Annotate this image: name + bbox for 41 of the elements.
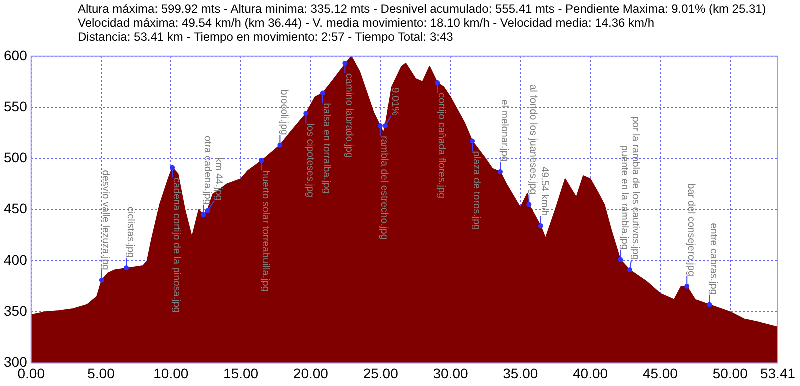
x-tick-label: 53.41 xyxy=(760,365,796,382)
annotation: entre cabras.jpg xyxy=(708,223,719,295)
annotation: camino labrado.jpg xyxy=(343,74,354,158)
annotation: brocoli.jpg xyxy=(278,90,290,136)
text: Distancia: 53.41 km - Tiempo en movimiento: 2:57 - Tiempo Total: 3:43 xyxy=(78,30,454,44)
y-tick-label: 450 xyxy=(4,200,28,217)
annotation: los cipoteses.jpg xyxy=(304,124,316,198)
annotation: rambla del estrecho.jpg xyxy=(378,136,390,240)
annotation: 9.01% xyxy=(390,88,401,116)
annotation: 49.54 km/h xyxy=(539,166,550,216)
x-tick-label: 20.00 xyxy=(293,365,329,382)
annotation: huerto solar torreabuilla.jpg xyxy=(260,170,271,292)
annotation: desvio valle lezuza.jpg xyxy=(100,170,112,270)
x-tick-label: 10.00 xyxy=(154,365,189,382)
annotation: cortijo cañada flores.jpg xyxy=(436,92,447,199)
y-tick-label: 400 xyxy=(4,252,28,268)
text: Velocidad máxima: 49.54 km/h (km 36.44) - V. media movimiento: 18.10 km/h - Velocidad media: 14.36 km/h xyxy=(78,16,656,30)
y-tick-label: 600 xyxy=(4,47,28,64)
annotation: puente en la rambla.jpg xyxy=(618,145,630,250)
x-tick-label: 25.00 xyxy=(363,365,399,382)
annotation: ciclistas.jpg xyxy=(124,206,136,258)
x-tick-label: 15.00 xyxy=(224,365,259,382)
x-tick-label: 50.00 xyxy=(712,365,748,382)
annotation: el melonar.jpg xyxy=(498,100,510,162)
y-tick-label: 500 xyxy=(4,150,28,166)
annotation: balsa en torralba.jpg xyxy=(321,103,332,194)
x-tick-label: 35.00 xyxy=(503,365,538,382)
x-tick-label: 45.00 xyxy=(642,365,678,382)
annotation: plaza de toros.jpg xyxy=(470,151,482,230)
y-tick-label: 550 xyxy=(4,98,28,114)
annotation: bar del consejero.jpg xyxy=(685,184,696,277)
x-tick-label: 40.00 xyxy=(573,365,608,382)
text: Altura máxima: 599.92 mts - Altura minima: 335.12 mts - Desnivel acumulado: 555.41 mts - Pendiente Maxima: 9.01% (km 25.31) xyxy=(78,2,768,16)
annotation: km 44.jpg xyxy=(212,157,224,201)
annotation: otra cadena.jpg xyxy=(202,136,213,205)
annotation: cadena cortijo de la pinosa.jpg xyxy=(170,178,182,313)
x-tick-label: 30.00 xyxy=(433,365,468,382)
annotation: al fondo los juaneses.jpg xyxy=(527,84,538,195)
y-tick-label: 350 xyxy=(4,302,28,319)
x-tick-label: 5.00 xyxy=(88,365,116,382)
annotation: por la rambla de los cautivos.jpg xyxy=(630,116,641,260)
